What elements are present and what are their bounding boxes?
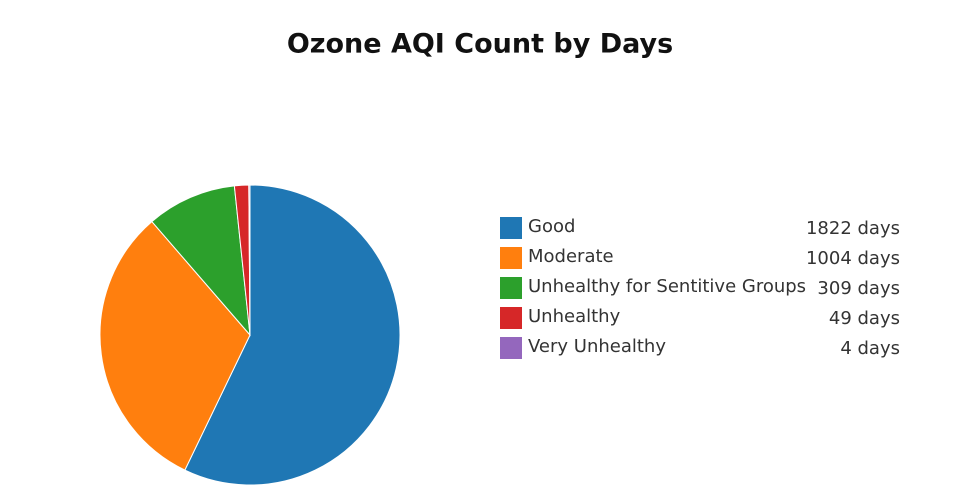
legend-label: Good — [528, 216, 575, 237]
pie-slice — [99, 220, 251, 471]
value-label: 49 days — [829, 308, 900, 329]
pie-slice — [184, 184, 401, 486]
legend-swatch — [500, 217, 522, 239]
legend-swatch — [500, 337, 522, 359]
chart-title: Ozone AQI Count by Days — [287, 29, 673, 60]
value-label: 4 days — [840, 338, 900, 359]
legend-label: Unhealthy — [528, 306, 621, 327]
legend-label: Very Unhealthy — [528, 336, 666, 357]
legend-label: Moderate — [528, 246, 614, 267]
legend-swatch — [500, 247, 522, 269]
value-label: 1822 days — [806, 218, 900, 239]
value-label: 1004 days — [806, 248, 900, 269]
pie-slice — [151, 185, 251, 337]
value-label: 309 days — [817, 278, 900, 299]
legend-swatch — [500, 277, 522, 299]
pie-slice — [248, 184, 251, 336]
legend-label: Unhealthy for Sentitive Groups — [528, 276, 806, 297]
legend-swatch — [500, 307, 522, 329]
